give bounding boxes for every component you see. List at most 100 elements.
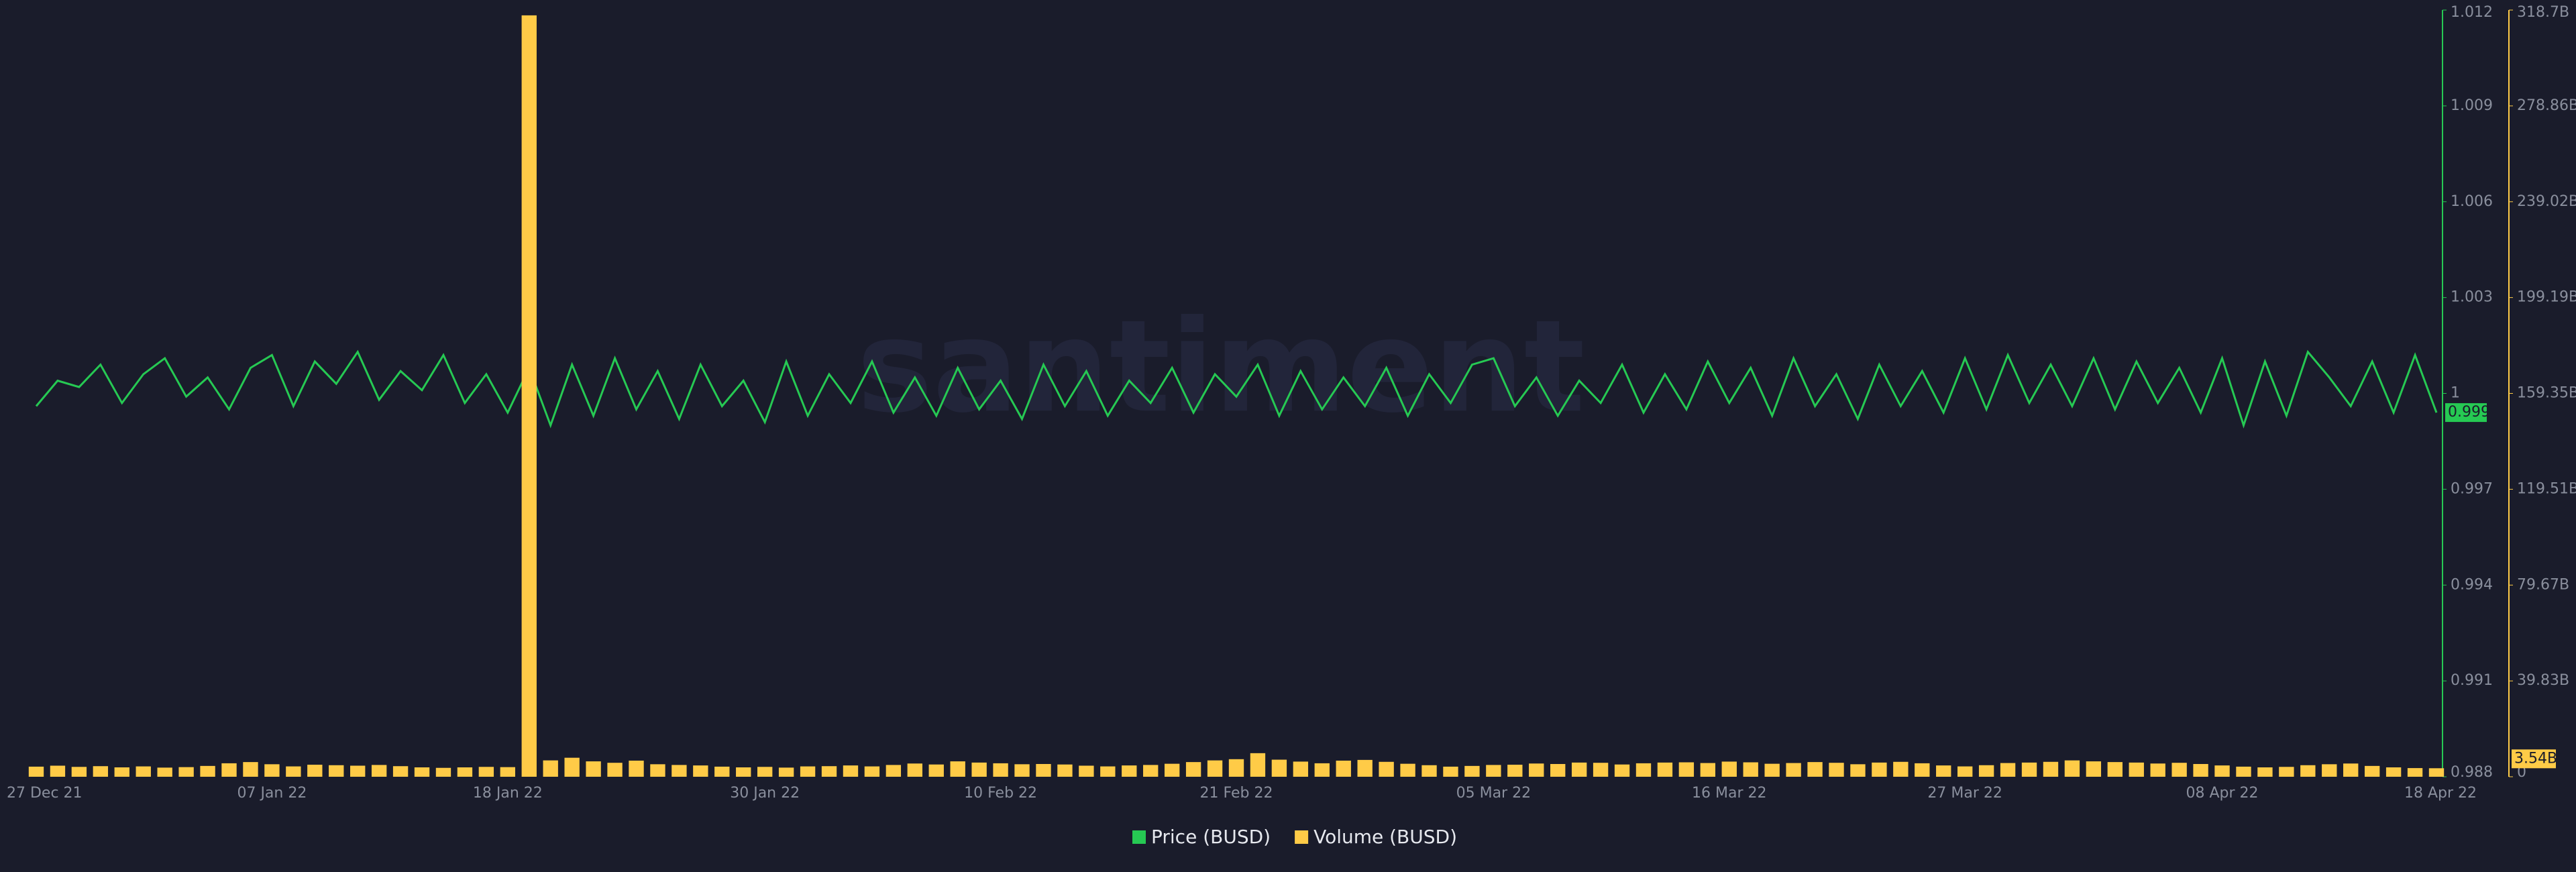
- volume-bar: [928, 764, 944, 777]
- y2-tick-label: 79.67B: [2517, 576, 2569, 593]
- y2-tick-label: 278.86B: [2517, 97, 2576, 114]
- volume-bar: [521, 15, 537, 777]
- volume-bar: [157, 767, 172, 777]
- last-value-box: [2512, 749, 2556, 769]
- volume-bar: [1957, 766, 1973, 777]
- volume-bar: [778, 767, 794, 777]
- volume-bar: [2043, 761, 2059, 777]
- volume-bar: [1635, 763, 1652, 777]
- y-tick-label: 0.994: [2451, 576, 2493, 593]
- volume-bar: [2279, 767, 2294, 777]
- last-value-box: [2445, 403, 2487, 423]
- volume-bar: [414, 767, 430, 777]
- volume-bar: [2064, 760, 2080, 777]
- volume-bar: [736, 767, 751, 777]
- y2-tick-label: 239.02B: [2517, 193, 2576, 210]
- volume-bar: [221, 763, 237, 777]
- volume-bar: [607, 763, 623, 777]
- volume-bar: [93, 766, 109, 777]
- volume-bar: [1400, 763, 1415, 777]
- y2-tick-label: 119.51B: [2517, 480, 2576, 497]
- volume-bar: [329, 765, 344, 777]
- volume-bar: [950, 761, 965, 777]
- volume-bar: [2428, 768, 2445, 777]
- volume-bar: [71, 767, 87, 777]
- volume-bar: [1314, 763, 1330, 777]
- y-tick-label: 1.009: [2451, 97, 2493, 114]
- volume-bar: [2000, 763, 2016, 777]
- volume-bar: [50, 765, 66, 777]
- x-tick-label: 21 Feb 22: [1200, 785, 1273, 802]
- volume-bar: [2257, 767, 2273, 777]
- volume-bar: [885, 765, 902, 777]
- volume-bar: [1829, 763, 1844, 777]
- volume-bar: [1978, 765, 1994, 777]
- volume-bar: [1593, 763, 1609, 777]
- legend-label: Price (BUSD): [1151, 826, 1271, 848]
- volume-bar: [714, 766, 730, 777]
- watermark: santiment: [857, 292, 1585, 441]
- volume-bar: [178, 767, 194, 777]
- legend-label: Volume (BUSD): [1313, 826, 1457, 848]
- volume-bar: [1207, 760, 1223, 777]
- volume-bar: [800, 766, 816, 777]
- volume-bar: [629, 760, 644, 777]
- volume-bar: [907, 763, 922, 777]
- volume-bar: [1036, 763, 1051, 777]
- volume-bar: [1250, 753, 1266, 777]
- last-value-label: 0.999: [2448, 404, 2490, 421]
- volume-bar: [1185, 762, 1201, 777]
- volume-bar: [1700, 763, 1716, 777]
- volume-bar: [1764, 763, 1780, 777]
- volume-bar: [114, 767, 129, 777]
- volume-bar: [1293, 761, 1309, 777]
- volume-bar: [1421, 765, 1437, 777]
- x-tick-label: 07 Jan 22: [237, 785, 307, 802]
- volume-bar: [1507, 765, 1523, 777]
- volume-bar: [264, 764, 280, 777]
- volume-bar: [2107, 762, 2123, 777]
- x-tick-label: 18 Jan 22: [473, 785, 543, 802]
- volume-bar: [1893, 761, 1909, 777]
- volume-bar: [1164, 763, 1180, 777]
- price-line: [35, 349, 2438, 429]
- volume-bar: [1936, 765, 1951, 777]
- volume-bar: [821, 766, 837, 777]
- volume-bar: [2407, 768, 2423, 777]
- volume-bar: [2129, 762, 2144, 777]
- volume-bar: [286, 766, 301, 777]
- volume-bar: [2021, 762, 2037, 777]
- volume-bar: [1614, 764, 1630, 777]
- volume-bar: [2086, 761, 2102, 777]
- x-tick-label: 18 Apr 22: [2404, 785, 2477, 802]
- y-tick-label: 1: [2451, 385, 2460, 402]
- volume-bar: [1100, 766, 1116, 777]
- volume-bar: [350, 765, 366, 777]
- volume-bar: [543, 760, 558, 777]
- volume-bar: [2385, 767, 2402, 777]
- y2-tick-label: 39.83B: [2517, 672, 2569, 689]
- y-tick-label: 0.991: [2451, 672, 2493, 689]
- y-tick-label: 0.997: [2451, 480, 2493, 497]
- volume-bar: [2236, 766, 2251, 777]
- volume-bar: [1057, 764, 1073, 777]
- volume-bar: [1122, 765, 1137, 777]
- volume-bar: [2193, 763, 2208, 777]
- volume-bar: [1657, 762, 1673, 777]
- legend: Price (BUSD) Volume (BUSD): [1132, 826, 1457, 848]
- x-tick-label: 05 Mar 22: [1456, 785, 1531, 802]
- last-value-label: 3.54B: [2514, 750, 2557, 767]
- volume-bar: [392, 766, 409, 777]
- volume-bar: [1915, 763, 1930, 777]
- y-tick-label: 0.988: [2451, 764, 2493, 781]
- volume-bar: [757, 767, 773, 777]
- volume-bar: [1872, 762, 1887, 777]
- volume-bar: [1014, 764, 1030, 777]
- x-tick-label: 30 Jan 22: [730, 785, 800, 802]
- volume-bar: [1336, 760, 1351, 777]
- volume-bar: [1464, 765, 1480, 777]
- volume-bar: [1850, 764, 1866, 777]
